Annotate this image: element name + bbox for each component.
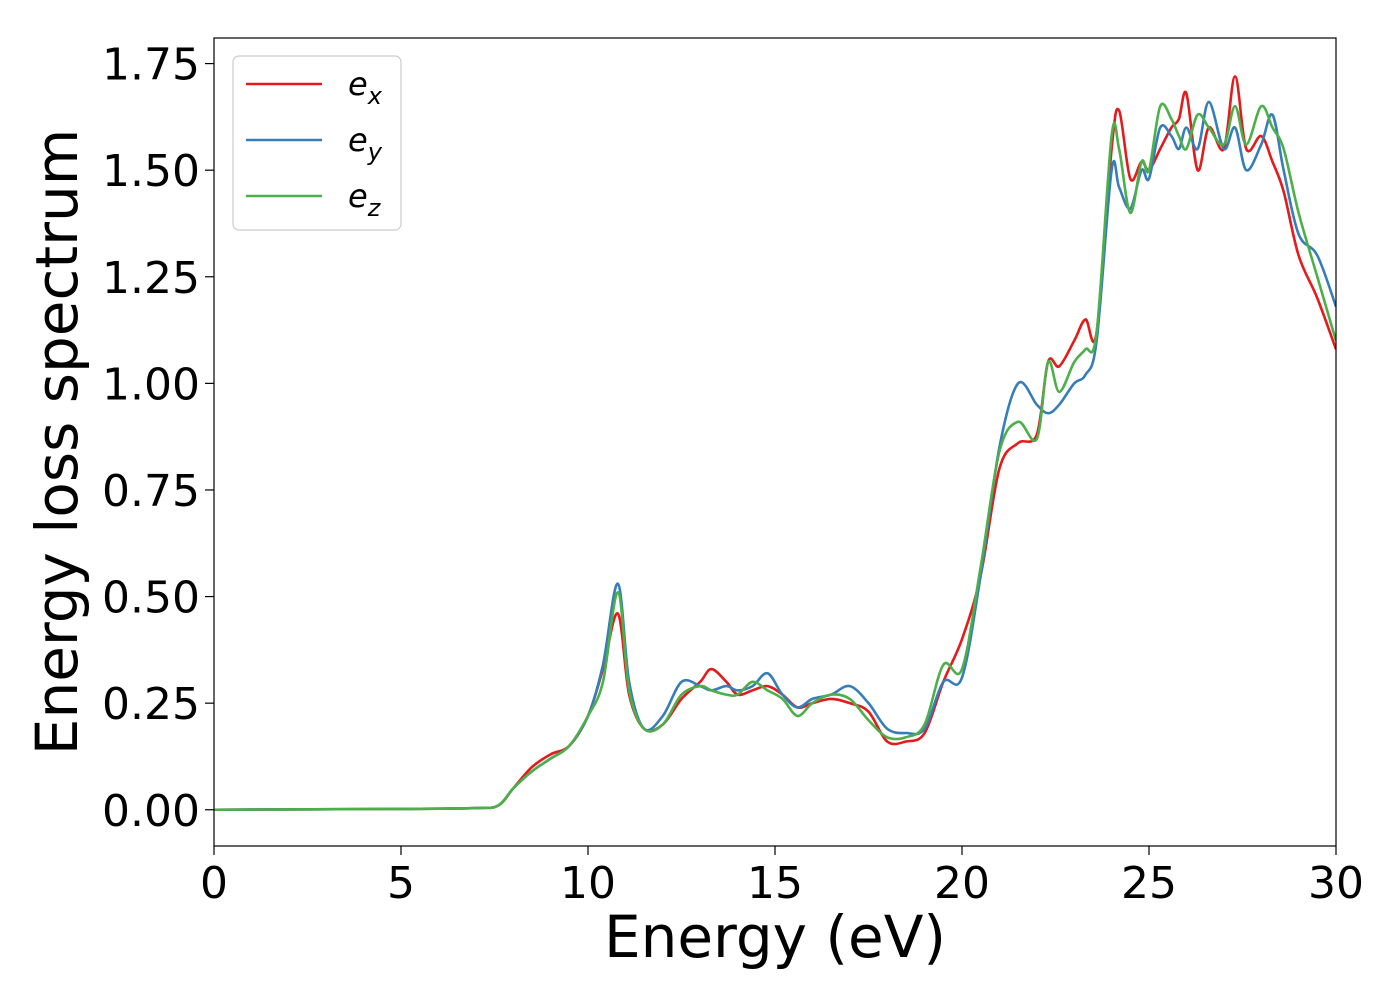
x-axis-title: Energy (eV) (604, 903, 946, 971)
series-line-y (214, 100, 1336, 812)
x-tick-label: 5 (387, 858, 415, 909)
legend-label-x: ex (348, 65, 383, 110)
legend-label-z: ez (348, 177, 382, 222)
y-tick-label: 1.50 (102, 146, 200, 197)
x-tick-label: 20 (934, 858, 990, 909)
legend-box (232, 55, 402, 231)
x-tick-label: 30 (1308, 858, 1364, 909)
series-line-x (214, 75, 1336, 812)
y-tick-label: 1.75 (102, 40, 200, 91)
series-layer (214, 75, 1336, 812)
y-tick-label: 0.50 (102, 573, 200, 624)
y-tick-label: 1.00 (102, 359, 200, 410)
y-axis-title: Energy loss spectrum (23, 129, 91, 755)
x-tick-label: 15 (747, 858, 803, 909)
x-axis-ticks: 0 5 10 15 20 25 30 (200, 846, 1364, 909)
series-line-z (214, 102, 1336, 812)
x-tick-label: 25 (1121, 858, 1177, 909)
legend-label-y: ey (348, 121, 383, 166)
y-tick-label: 1.25 (102, 253, 200, 304)
x-tick-label: 10 (560, 858, 616, 909)
legend: ex ey ez (232, 55, 402, 231)
y-tick-label: 0.75 (102, 466, 200, 517)
y-axis-ticks: 0.00 0.25 0.50 0.75 1.00 1.25 1.50 1.75 (102, 40, 214, 837)
y-tick-label: 0.00 (102, 786, 200, 837)
y-tick-label: 0.25 (102, 679, 200, 730)
x-tick-label: 0 (200, 858, 228, 909)
